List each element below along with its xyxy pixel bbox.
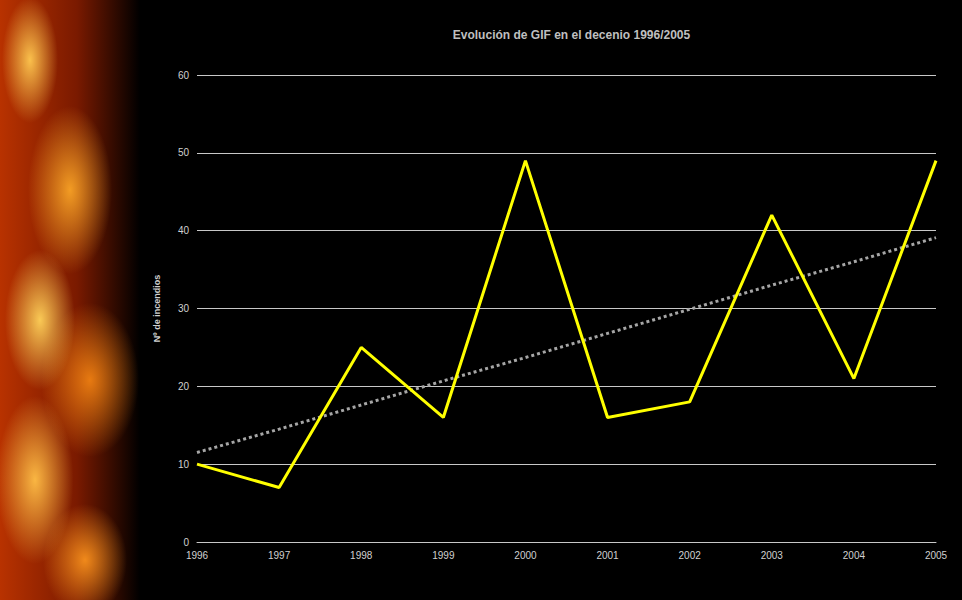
svg-text:2002: 2002: [679, 550, 702, 561]
svg-text:2005: 2005: [925, 550, 948, 561]
svg-text:1998: 1998: [350, 550, 373, 561]
svg-text:10: 10: [178, 459, 190, 470]
svg-text:40: 40: [178, 225, 190, 236]
svg-text:Evolución de GIF en el decenio: Evolución de GIF en el decenio 1996/2005: [453, 28, 691, 42]
svg-text:50: 50: [178, 147, 190, 158]
svg-text:1999: 1999: [432, 550, 455, 561]
svg-text:2004: 2004: [843, 550, 866, 561]
svg-text:30: 30: [178, 303, 190, 314]
svg-text:60: 60: [178, 70, 190, 81]
svg-text:2001: 2001: [596, 550, 619, 561]
svg-text:1996: 1996: [186, 550, 209, 561]
svg-text:1997: 1997: [268, 550, 291, 561]
svg-text:2003: 2003: [761, 550, 784, 561]
svg-text:20: 20: [178, 381, 190, 392]
svg-text:0: 0: [183, 537, 189, 548]
svg-text:Nº de incendios: Nº de incendios: [152, 275, 162, 342]
svg-text:2000: 2000: [514, 550, 537, 561]
